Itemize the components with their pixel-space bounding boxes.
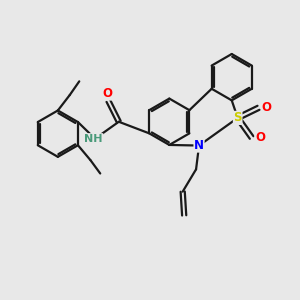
Text: NH: NH — [84, 134, 103, 144]
Text: O: O — [255, 131, 265, 144]
Text: N: N — [194, 139, 204, 152]
Text: O: O — [103, 87, 113, 100]
Text: O: O — [262, 101, 272, 114]
Text: S: S — [233, 111, 242, 124]
